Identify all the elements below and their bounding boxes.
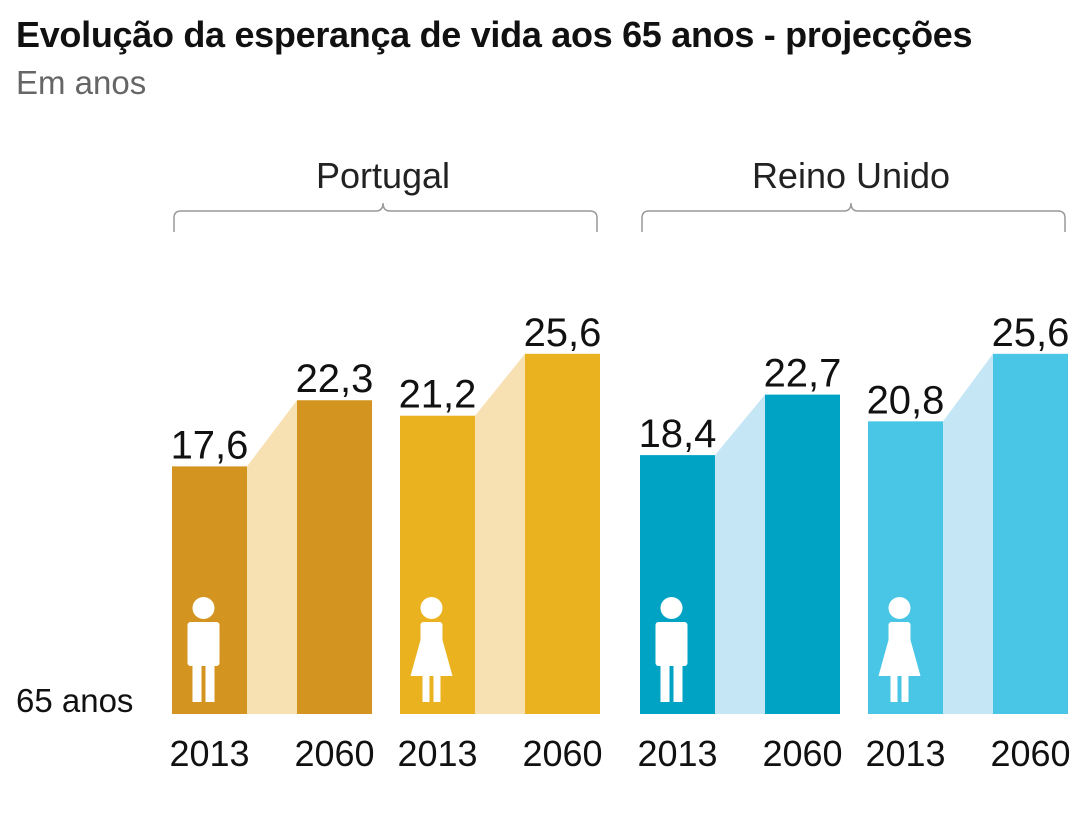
data-label: 20,8: [867, 378, 945, 422]
chart-subtitle: Em anos: [16, 64, 147, 101]
year-tick-label: 2013: [169, 733, 249, 774]
year-tick-label: 2013: [637, 733, 717, 774]
chart-title: Evolução da esperança de vida aos 65 ano…: [16, 14, 973, 55]
group-label: Reino Unido: [752, 155, 950, 196]
group-bracket: [173, 202, 598, 232]
woman-icon: [878, 597, 921, 702]
group-label: Portugal: [316, 155, 450, 196]
man-icon: [655, 597, 688, 702]
year-tick-label: 2060: [522, 733, 602, 774]
bar: [297, 400, 372, 714]
bar-connector: [247, 400, 297, 714]
data-label: 25,6: [992, 311, 1070, 355]
bar: [525, 353, 600, 714]
data-label: 22,7: [764, 352, 842, 396]
group-bracket: [641, 202, 1066, 232]
year-tick-label: 2060: [294, 733, 374, 774]
data-label: 18,4: [639, 412, 717, 456]
baseline-label: 65 anos: [16, 682, 133, 719]
bar-connector: [943, 353, 993, 714]
data-label: 17,6: [171, 423, 249, 467]
year-tick-label: 2060: [990, 733, 1070, 774]
bar: [993, 353, 1068, 714]
bar-connector: [715, 394, 765, 714]
year-tick-label: 2060: [762, 733, 842, 774]
year-tick-label: 2013: [397, 733, 477, 774]
data-label: 21,2: [399, 373, 477, 417]
data-label: 22,3: [296, 357, 374, 401]
bar-connector: [475, 353, 525, 714]
year-tick-label: 2013: [865, 733, 945, 774]
man-icon: [187, 597, 220, 702]
data-label: 25,6: [524, 311, 602, 355]
woman-icon: [410, 597, 453, 702]
bar: [765, 394, 840, 714]
